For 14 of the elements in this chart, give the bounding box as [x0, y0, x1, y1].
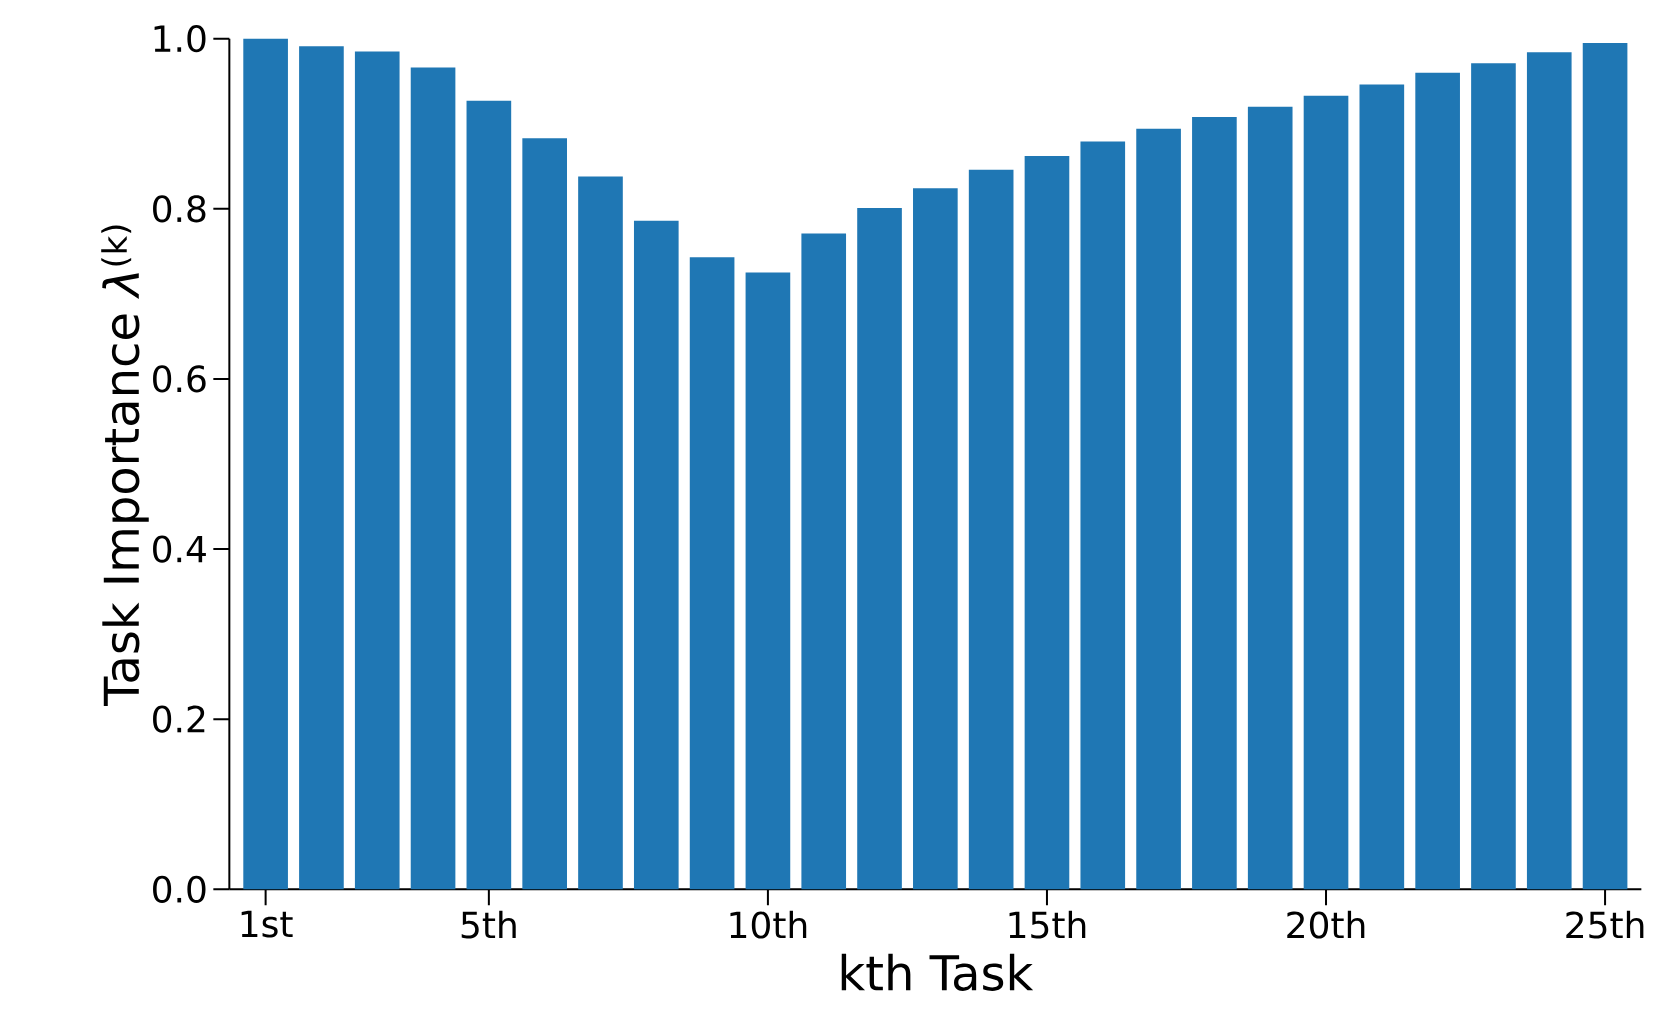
x-axis-title: kth Task — [841, 953, 1034, 991]
x-tick-label: 20th — [1287, 910, 1365, 939]
y-tick-label: 0.4 — [153, 535, 206, 563]
x-tick-label: 15th — [1009, 910, 1086, 939]
y-tick-label: 0.8 — [153, 195, 206, 223]
y-tick-label: 0.0 — [153, 875, 206, 903]
y-tick-label: 0.2 — [153, 705, 205, 733]
y-axis-title: Task Importance λ$^{(k)}$ — [101, 225, 149, 707]
x-tick-label: 1st — [241, 910, 293, 938]
y-tick-label: 1.0 — [154, 25, 206, 53]
y-tick-label: 0.6 — [153, 365, 206, 393]
x-tick-label: 5th — [461, 910, 516, 939]
x-tick-label: 25th — [1566, 910, 1644, 939]
x-tick-label: 10th — [730, 910, 807, 939]
